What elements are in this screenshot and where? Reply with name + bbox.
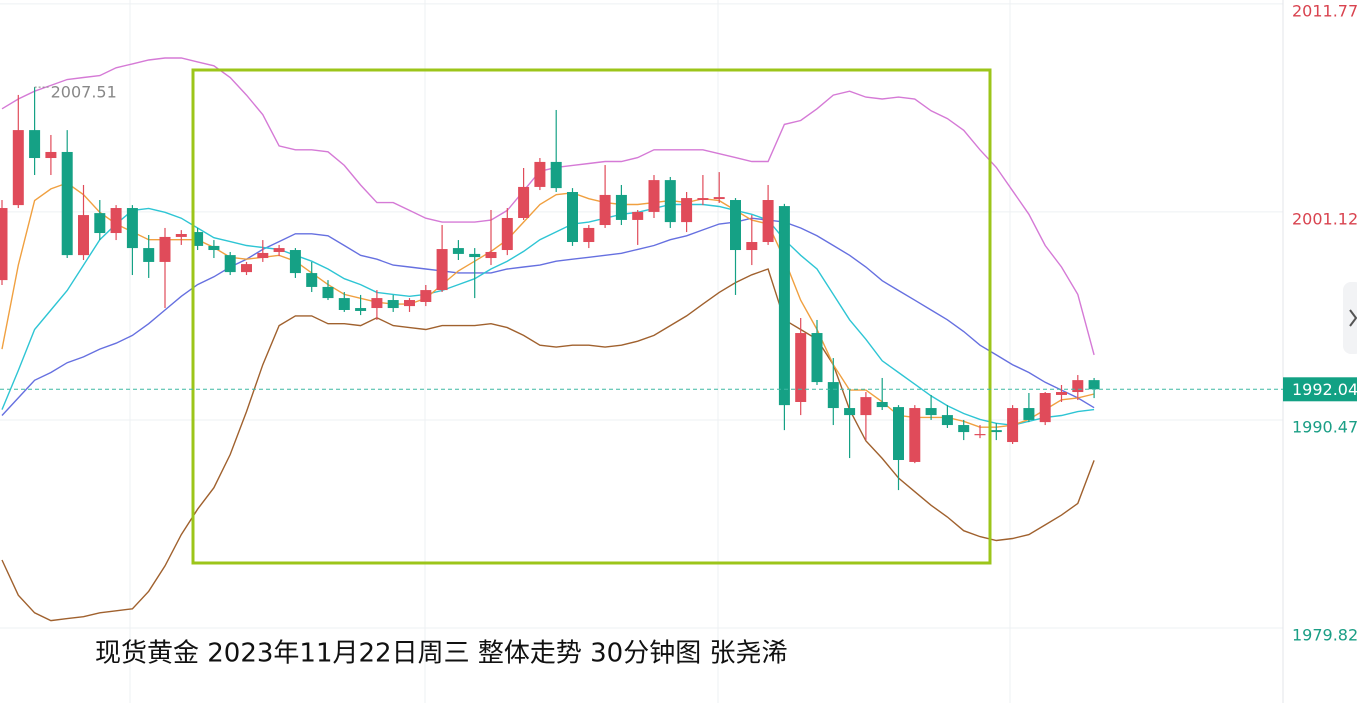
candle-body bbox=[241, 264, 252, 273]
candle-body bbox=[273, 248, 285, 252]
candle-body bbox=[159, 236, 171, 262]
candle-body bbox=[485, 251, 497, 259]
candle-body bbox=[567, 192, 578, 243]
candle-body bbox=[126, 208, 138, 249]
candle-body bbox=[289, 250, 301, 274]
last-price-tag bbox=[1283, 377, 1357, 402]
chevron-icon[interactable] bbox=[1349, 309, 1357, 327]
chart-title: 现货黄金 2023年11月22日周三 整体走势 30分钟图 张尧浠 bbox=[95, 639, 787, 669]
candle-body bbox=[762, 200, 774, 243]
candle-body bbox=[257, 252, 269, 259]
indicator-line bbox=[1, 182, 1095, 428]
candle-body bbox=[599, 194, 611, 226]
candle-body bbox=[958, 425, 970, 433]
candle-body bbox=[0, 208, 8, 281]
candle-body bbox=[713, 197, 725, 200]
candle-body bbox=[1007, 408, 1019, 443]
candle-body bbox=[730, 200, 741, 251]
candle-body bbox=[811, 333, 823, 383]
candle-body bbox=[681, 198, 693, 223]
candle-body bbox=[143, 248, 155, 262]
candle-body bbox=[583, 227, 595, 243]
candle-body bbox=[1023, 408, 1035, 420]
candle-body bbox=[1039, 393, 1051, 423]
candle-body bbox=[12, 130, 24, 206]
candle-body bbox=[990, 430, 1002, 433]
indicator-line bbox=[1, 203, 1095, 426]
candle-body bbox=[909, 408, 921, 462]
side-button[interactable] bbox=[1343, 282, 1357, 354]
candle-body bbox=[78, 215, 89, 256]
y-tick-label: 1979.82 bbox=[1292, 625, 1357, 644]
candle-body bbox=[355, 308, 367, 311]
candle-body bbox=[452, 248, 464, 254]
highlight-box bbox=[191, 68, 992, 565]
candle-body bbox=[974, 434, 986, 436]
candle-body bbox=[746, 242, 758, 251]
candle-body bbox=[778, 206, 790, 406]
candle-body bbox=[518, 186, 530, 218]
candle-body bbox=[827, 382, 839, 409]
candle-body bbox=[1072, 380, 1084, 393]
candle-body bbox=[371, 298, 383, 309]
y-tick-label: 1990.47 bbox=[1292, 417, 1357, 436]
high-label: 2007.51 bbox=[51, 83, 117, 102]
candle-body bbox=[306, 273, 318, 287]
candle-body bbox=[338, 298, 350, 310]
candle-body bbox=[795, 333, 807, 402]
y-tick-label: 2001.12 bbox=[1292, 209, 1357, 228]
candle-body bbox=[925, 408, 937, 416]
candle-body bbox=[436, 249, 448, 291]
y-tick-label: 2011.77 bbox=[1292, 1, 1357, 20]
plot: 2007.51 bbox=[0, 57, 1100, 622]
candle-body bbox=[224, 255, 236, 273]
candle-body bbox=[664, 180, 676, 223]
candle-body bbox=[110, 208, 122, 234]
indicator-line bbox=[1, 57, 1095, 356]
candle-body bbox=[45, 151, 57, 159]
candle-body bbox=[632, 211, 644, 220]
side-button-bg[interactable] bbox=[1343, 282, 1357, 354]
candle-body bbox=[876, 401, 888, 408]
candle-body bbox=[404, 300, 415, 307]
candle-body bbox=[615, 194, 627, 220]
candle-body bbox=[469, 253, 481, 258]
candle-body bbox=[697, 198, 709, 201]
candle-body bbox=[550, 161, 562, 189]
indicator-line bbox=[1, 217, 1095, 416]
last-price-label: 1992.04 bbox=[1292, 380, 1357, 399]
candle-body bbox=[501, 217, 513, 251]
candle-body bbox=[94, 213, 106, 234]
candle-body bbox=[648, 180, 660, 212]
candle-body bbox=[175, 234, 187, 237]
candle-body bbox=[192, 232, 204, 246]
candle-body bbox=[893, 407, 904, 461]
candle-body bbox=[322, 286, 334, 299]
candle-body bbox=[208, 245, 220, 251]
candle-body bbox=[534, 161, 546, 187]
candle-body bbox=[420, 290, 432, 302]
candle-body bbox=[29, 130, 41, 159]
candle-body bbox=[1088, 380, 1100, 390]
indicator-line bbox=[1, 268, 1095, 622]
candle-body bbox=[1056, 392, 1067, 395]
candle-body bbox=[844, 408, 856, 416]
candle-body bbox=[941, 415, 953, 426]
candle-body bbox=[860, 397, 872, 416]
candle-body bbox=[387, 300, 399, 309]
candle-body bbox=[61, 151, 73, 256]
